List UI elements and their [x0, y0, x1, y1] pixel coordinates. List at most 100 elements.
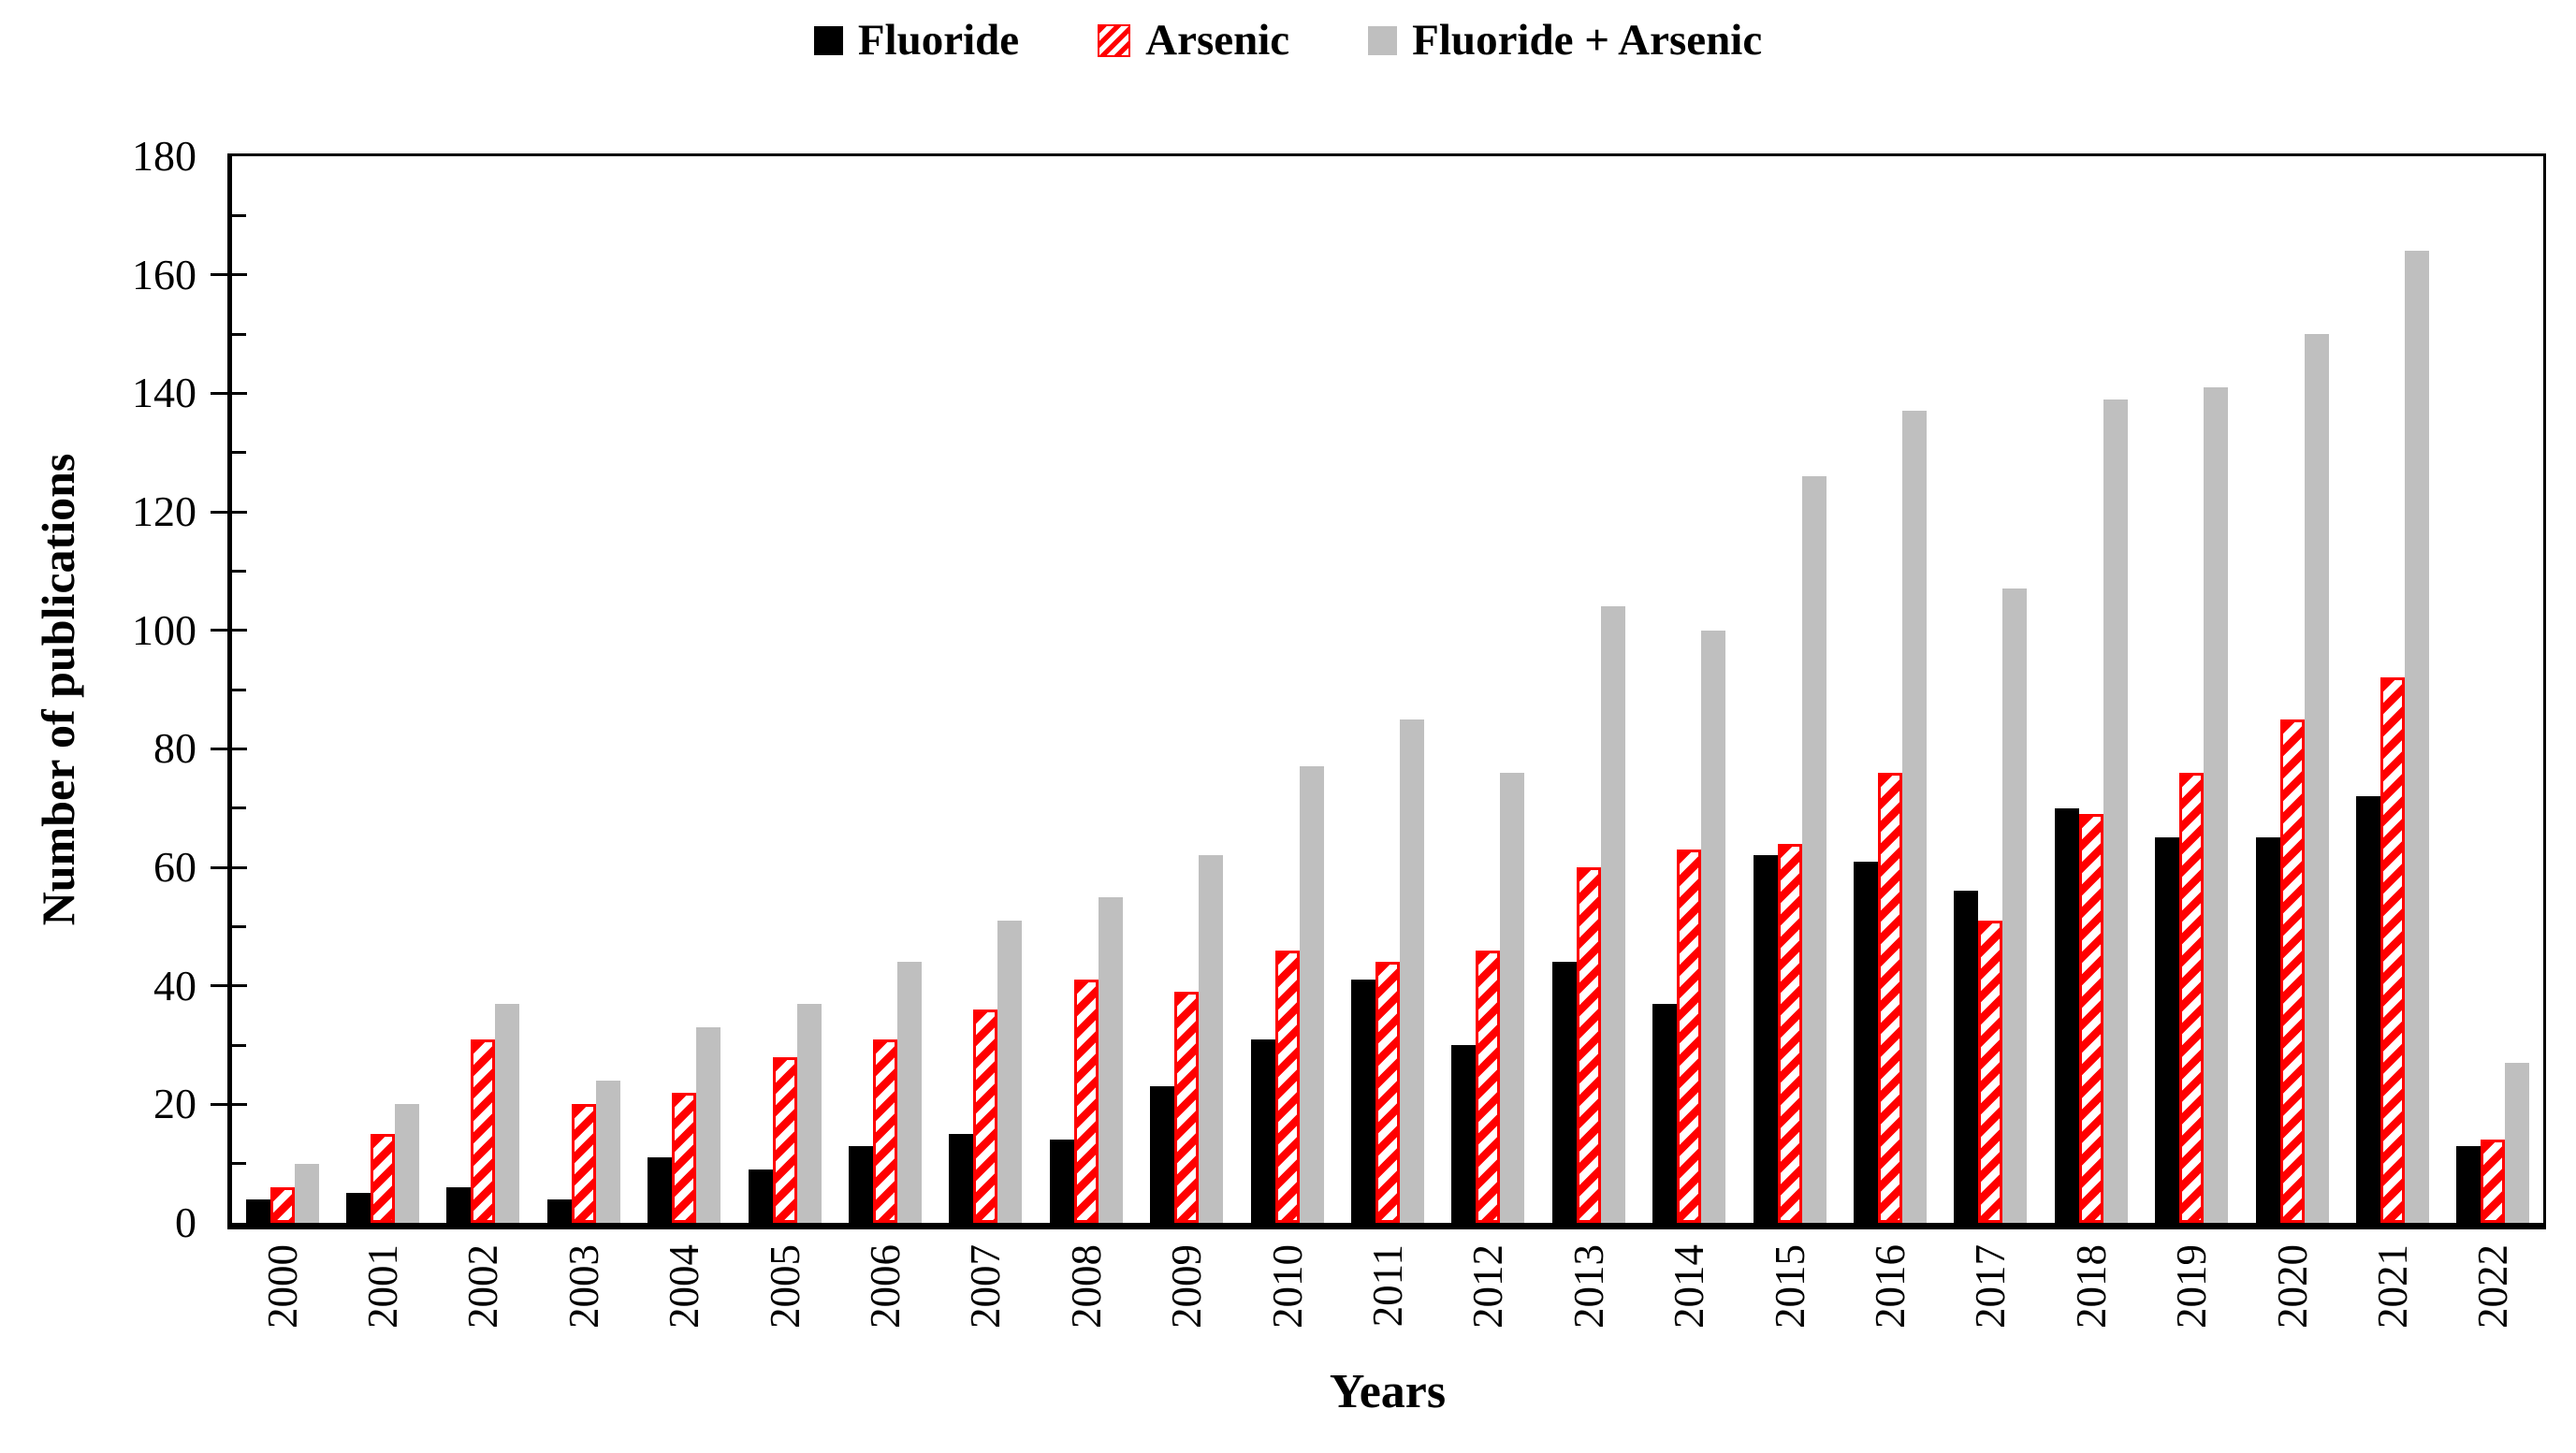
bar-fluoride-arsenic-2001 — [395, 1104, 420, 1223]
x-tick-label-2020: 2020 — [2268, 1244, 2316, 1329]
y-tick-label: 140 — [132, 369, 196, 417]
bar-fluoride-arsenic-2011 — [1399, 719, 1424, 1223]
x-tick-label-2015: 2015 — [1766, 1244, 1813, 1329]
bar-arsenic-2015 — [1777, 843, 1802, 1223]
bar-arsenic-2018 — [2078, 814, 2103, 1223]
y-minor-tick — [232, 806, 246, 810]
bar-fluoride-2016 — [1853, 861, 1878, 1223]
bar-fluoride-2000 — [245, 1199, 270, 1223]
legend-item-1: Arsenic — [1098, 19, 1289, 63]
x-tick-label-2022: 2022 — [2469, 1244, 2517, 1329]
bar-group-2008 — [1036, 156, 1136, 1223]
x-tick-label-2011: 2011 — [1364, 1244, 1411, 1328]
y-minor-tick — [232, 451, 246, 455]
legend-item-2: Fluoride + Arsenic — [1368, 19, 1762, 63]
bar-arsenic-2009 — [1174, 992, 1200, 1223]
bar-fluoride-2005 — [748, 1170, 773, 1223]
bar-fluoride-arsenic-2000 — [294, 1163, 319, 1223]
bar-group-2001 — [332, 156, 432, 1223]
bar-fluoride-arsenic-2022 — [2505, 1063, 2530, 1223]
bar-fluoride-arsenic-2021 — [2404, 251, 2429, 1223]
bar-arsenic-2002 — [471, 1039, 496, 1223]
bar-group-2004 — [634, 156, 735, 1223]
x-tick-label-2008: 2008 — [1062, 1244, 1110, 1329]
x-tick-label-2016: 2016 — [1866, 1244, 1914, 1329]
bar-fluoride-arsenic-2018 — [2103, 399, 2128, 1223]
bar-arsenic-2017 — [1978, 921, 2003, 1223]
bar-fluoride-2014 — [1652, 1003, 1678, 1223]
bar-fluoride-2007 — [949, 1134, 974, 1223]
bar-group-2016 — [1840, 156, 1940, 1223]
x-tick-label-2010: 2010 — [1263, 1244, 1311, 1329]
legend-label: Arsenic — [1145, 16, 1290, 65]
bar-group-2012 — [1438, 156, 1538, 1223]
bar-fluoride-2001 — [346, 1193, 371, 1223]
bar-group-2022 — [2443, 156, 2543, 1223]
bar-arsenic-2021 — [2380, 677, 2405, 1223]
bar-arsenic-2006 — [873, 1039, 898, 1223]
x-tick-label-2018: 2018 — [2067, 1244, 2115, 1329]
plot-top-border — [227, 153, 2546, 156]
bar-fluoride-2012 — [1451, 1045, 1477, 1223]
bar-fluoride-2013 — [1551, 962, 1577, 1223]
x-tick-label-2013: 2013 — [1565, 1244, 1612, 1329]
bar-fluoride-2008 — [1049, 1140, 1074, 1223]
bar-fluoride-2002 — [446, 1187, 472, 1223]
bar-group-2005 — [735, 156, 835, 1223]
bar-arsenic-2014 — [1677, 850, 1702, 1223]
bar-fluoride-arsenic-2020 — [2304, 334, 2329, 1223]
bar-group-2006 — [835, 156, 935, 1223]
bar-fluoride-2006 — [849, 1145, 874, 1223]
y-tick-label: 0 — [175, 1199, 196, 1246]
bar-fluoride-arsenic-2005 — [796, 1003, 822, 1223]
bar-fluoride-2003 — [546, 1199, 572, 1223]
bar-fluoride-2020 — [2255, 837, 2280, 1223]
y-minor-tick — [232, 569, 246, 573]
y-minor-tick — [232, 1162, 246, 1166]
x-tick-label-2012: 2012 — [1464, 1244, 1512, 1329]
bar-fluoride-arsenic-2008 — [1098, 896, 1123, 1223]
bar-fluoride-arsenic-2017 — [2002, 588, 2028, 1223]
bar-group-2017 — [1941, 156, 2041, 1223]
bar-fluoride-arsenic-2007 — [997, 921, 1023, 1223]
bar-group-2010 — [1237, 156, 1337, 1223]
plot-right-border — [2543, 153, 2546, 1229]
y-minor-tick — [232, 213, 246, 217]
bar-arsenic-2003 — [571, 1104, 596, 1223]
bar-fluoride-arsenic-2010 — [1299, 766, 1324, 1223]
bar-fluoride-arsenic-2002 — [495, 1003, 520, 1223]
bar-fluoride-arsenic-2016 — [1901, 411, 1927, 1223]
y-tick-label: 100 — [132, 605, 196, 654]
bar-fluoride-arsenic-2013 — [1600, 606, 1625, 1223]
y-tick-label: 80 — [153, 724, 196, 773]
bar-fluoride-arsenic-2009 — [1199, 855, 1224, 1223]
bar-fluoride-2009 — [1150, 1086, 1175, 1223]
x-tick-label-2005: 2005 — [761, 1244, 808, 1329]
bar-fluoride-2010 — [1250, 1039, 1275, 1223]
legend-label: Fluoride + Arsenic — [1412, 16, 1763, 65]
x-axis-title: Years — [1329, 1365, 1447, 1418]
x-tick-label-2002: 2002 — [459, 1244, 507, 1329]
legend-marker-icon — [1098, 24, 1131, 57]
bar-fluoride-arsenic-2003 — [595, 1081, 620, 1223]
bar-group-2009 — [1137, 156, 1237, 1223]
bar-arsenic-2001 — [371, 1134, 396, 1223]
bar-group-2003 — [533, 156, 633, 1223]
bar-group-2021 — [2342, 156, 2442, 1223]
bar-arsenic-2000 — [269, 1187, 295, 1223]
y-tick-label: 160 — [132, 250, 196, 298]
x-tick-label-2001: 2001 — [359, 1244, 407, 1329]
bar-group-2007 — [936, 156, 1036, 1223]
bar-group-2011 — [1337, 156, 1437, 1223]
x-tick-label-2009: 2009 — [1163, 1244, 1211, 1329]
bar-arsenic-2005 — [772, 1056, 797, 1223]
y-tick-label: 20 — [153, 1080, 196, 1128]
bar-fluoride-2004 — [648, 1157, 673, 1223]
bar-fluoride-2017 — [1954, 891, 1979, 1223]
bar-fluoride-2018 — [2054, 807, 2079, 1223]
x-tick-label-2017: 2017 — [1967, 1244, 2015, 1329]
y-axis-title: Number of publications — [32, 453, 84, 926]
legend-marker-icon — [1368, 26, 1398, 55]
bar-arsenic-2012 — [1476, 950, 1501, 1223]
